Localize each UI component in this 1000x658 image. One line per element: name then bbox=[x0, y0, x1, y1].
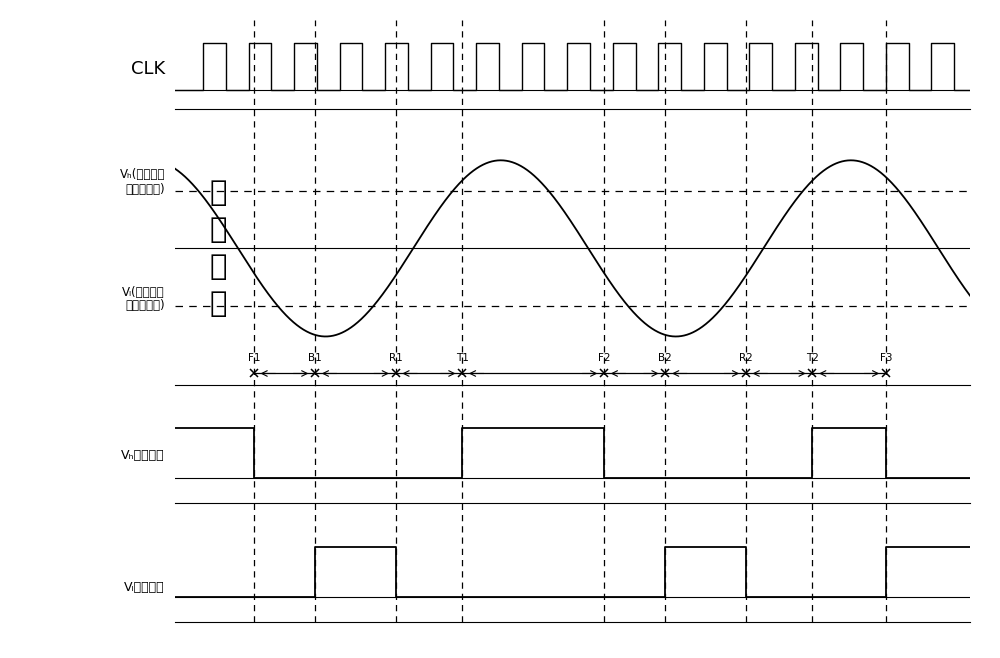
Text: Vₕ(可根据用: Vₕ(可根据用 bbox=[120, 168, 165, 181]
Text: R1: R1 bbox=[389, 353, 403, 363]
Text: 信
号
波
形: 信 号 波 形 bbox=[210, 179, 227, 318]
Text: F1: F1 bbox=[248, 353, 260, 363]
Text: 户需要调节): 户需要调节) bbox=[125, 299, 165, 312]
Text: Vₗ(可根据用: Vₗ(可根据用 bbox=[122, 286, 165, 299]
Text: CLK: CLK bbox=[131, 60, 165, 78]
Text: B2: B2 bbox=[658, 353, 672, 363]
Text: R2: R2 bbox=[739, 353, 753, 363]
Text: F3: F3 bbox=[880, 353, 892, 363]
Text: T2: T2 bbox=[806, 353, 819, 363]
Text: T1: T1 bbox=[456, 353, 469, 363]
Text: F2: F2 bbox=[598, 353, 610, 363]
Text: Vₗ比较结果: Vₗ比较结果 bbox=[124, 581, 165, 594]
Text: B1: B1 bbox=[308, 353, 322, 363]
Text: 户需要调节): 户需要调节) bbox=[125, 183, 165, 195]
Text: Vₕ比较结果: Vₕ比较结果 bbox=[121, 449, 165, 461]
